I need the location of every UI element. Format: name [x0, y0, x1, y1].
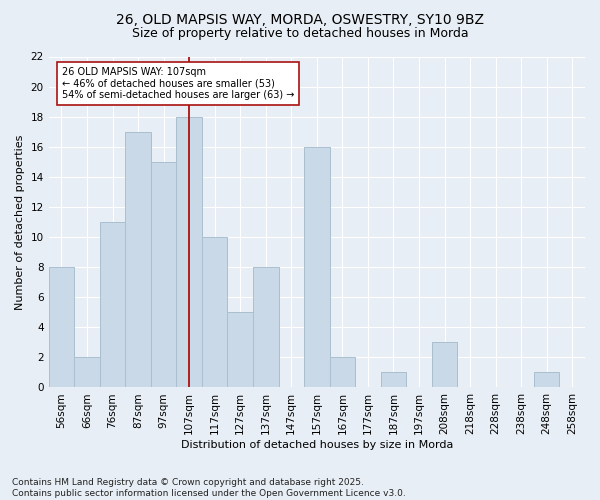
Bar — [253, 267, 278, 388]
Bar — [151, 162, 176, 388]
Bar — [125, 132, 151, 388]
Text: 26 OLD MAPSIS WAY: 107sqm
← 46% of detached houses are smaller (53)
54% of semi-: 26 OLD MAPSIS WAY: 107sqm ← 46% of detac… — [62, 67, 295, 100]
Bar — [49, 267, 74, 388]
Bar — [202, 237, 227, 388]
Y-axis label: Number of detached properties: Number of detached properties — [15, 134, 25, 310]
Bar — [534, 372, 559, 388]
Bar — [100, 222, 125, 388]
Text: Size of property relative to detached houses in Morda: Size of property relative to detached ho… — [131, 28, 469, 40]
Bar — [227, 312, 253, 388]
Bar — [74, 358, 100, 388]
Bar — [380, 372, 406, 388]
Text: Contains HM Land Registry data © Crown copyright and database right 2025.
Contai: Contains HM Land Registry data © Crown c… — [12, 478, 406, 498]
Bar — [176, 116, 202, 388]
Bar — [329, 358, 355, 388]
X-axis label: Distribution of detached houses by size in Morda: Distribution of detached houses by size … — [181, 440, 453, 450]
Text: 26, OLD MAPSIS WAY, MORDA, OSWESTRY, SY10 9BZ: 26, OLD MAPSIS WAY, MORDA, OSWESTRY, SY1… — [116, 12, 484, 26]
Bar — [304, 147, 329, 388]
Bar — [432, 342, 457, 388]
